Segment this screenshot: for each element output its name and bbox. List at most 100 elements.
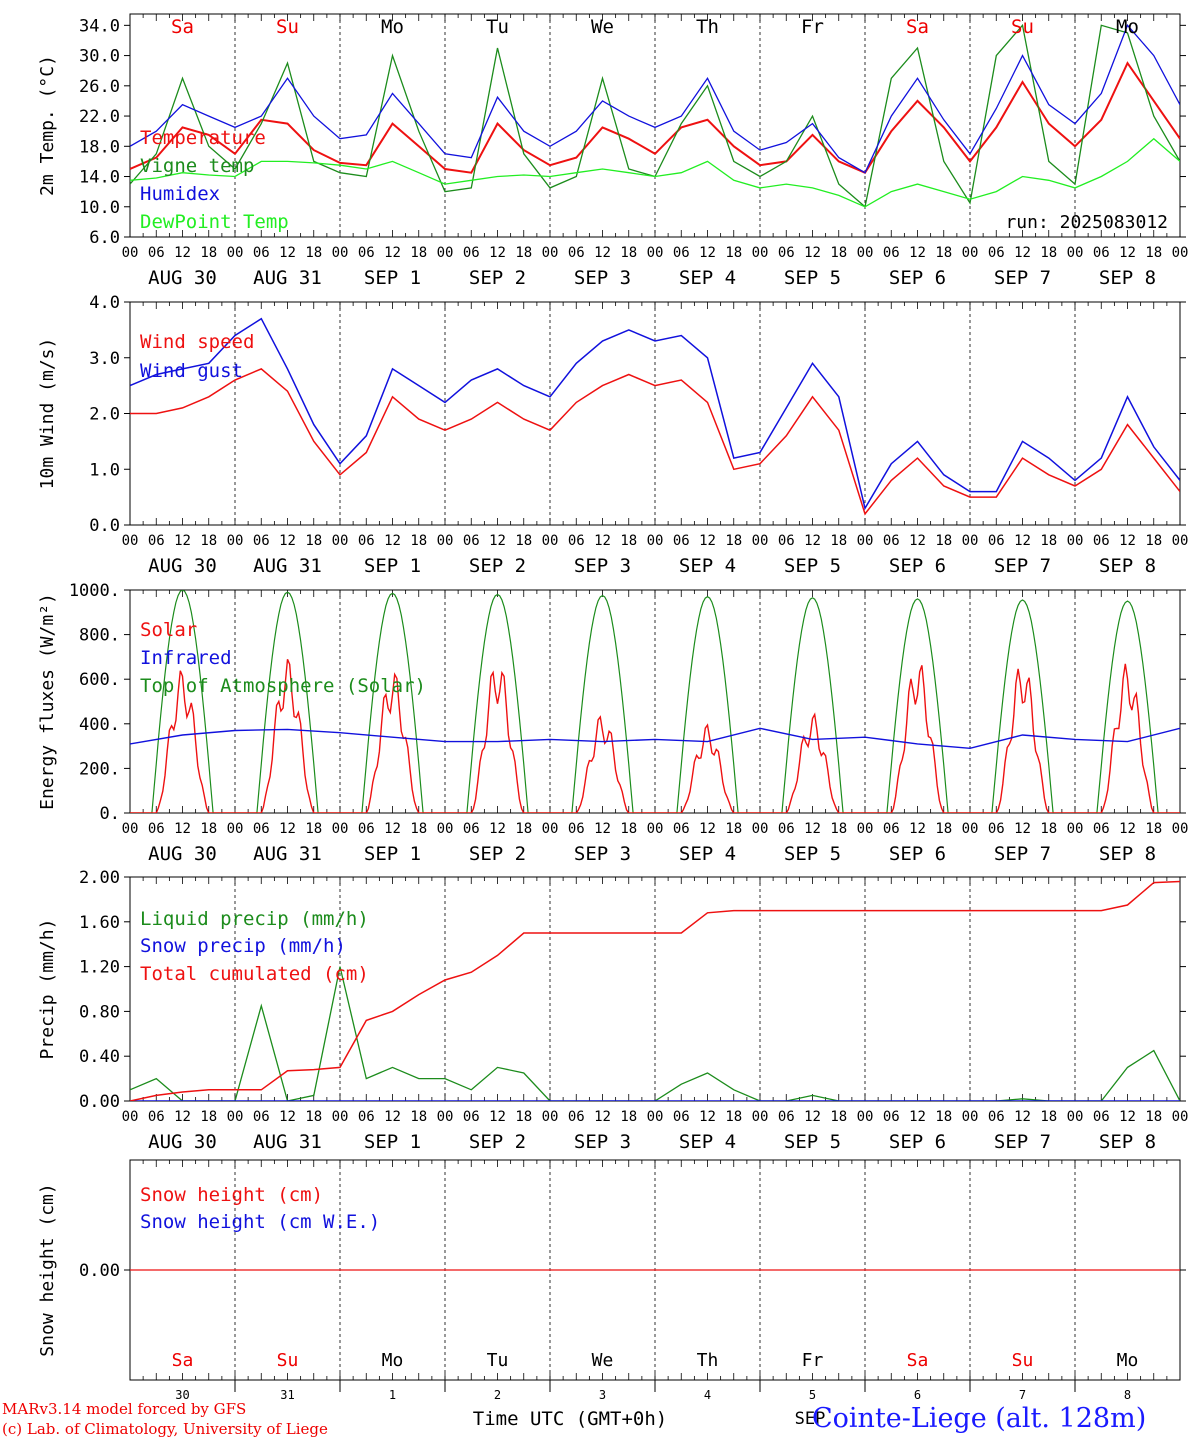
x-hour-label: 12 — [804, 245, 821, 261]
x-hour-label: 06 — [988, 1109, 1005, 1125]
day-of-week-bottom: Tu — [487, 1350, 509, 1371]
legend-entry: Liquid precip (mm/h) — [140, 908, 369, 930]
x-hour-label: 06 — [883, 533, 900, 549]
x-hour-label: 18 — [410, 821, 427, 837]
x-hour-label: 12 — [489, 821, 506, 837]
x-date-label: SEP 4 — [679, 1131, 736, 1153]
legend-entry: Snow precip (mm/h) — [140, 935, 346, 957]
x-hour-label: 18 — [200, 245, 217, 261]
x-hour-label: 00 — [752, 821, 769, 837]
x-hour-label: 12 — [279, 821, 296, 837]
legend-entry: Wind speed — [140, 331, 254, 353]
x-hour-label: 00 — [227, 533, 244, 549]
day-of-week-bottom: Th — [697, 1350, 719, 1371]
x-hour-label: 12 — [909, 821, 926, 837]
x-date-label: AUG 30 — [148, 1131, 217, 1153]
x-date-label: SEP 5 — [784, 843, 841, 865]
x-hour-label: 00 — [752, 1109, 769, 1125]
x-hour-label: 18 — [410, 245, 427, 261]
x-hour-label: 18 — [935, 533, 952, 549]
x-hour-label: 00 — [857, 533, 874, 549]
x-hour-label: 06 — [253, 245, 270, 261]
x-hour-label: 18 — [305, 1109, 322, 1125]
x-hour-label: 12 — [699, 533, 716, 549]
day-of-week-bottom: Fr — [802, 1350, 824, 1371]
day-of-week-top: Tu — [486, 16, 509, 38]
series-total-cumulated-cm- — [130, 880, 1180, 1101]
y-tick-label: 2.0 — [89, 405, 120, 425]
x-hour-label: 00 — [227, 245, 244, 261]
y-tick-label: 0.40 — [79, 1047, 120, 1067]
x-hour-label: 06 — [253, 533, 270, 549]
x-hour-label: 00 — [332, 533, 349, 549]
x-hour-label: 12 — [384, 245, 401, 261]
x-date-label: SEP 7 — [994, 267, 1051, 289]
legend-entry: Snow height (cm) — [140, 1184, 323, 1206]
x-hour-label: 06 — [463, 533, 480, 549]
day-number: 5 — [809, 1388, 816, 1402]
panel-frame — [129, 301, 1181, 526]
x-hour-label: 12 — [594, 533, 611, 549]
x-hour-label: 12 — [174, 821, 191, 837]
day-of-week-bottom: We — [592, 1350, 614, 1371]
x-hour-label: 00 — [1172, 245, 1189, 261]
x-hour-label: 00 — [542, 1109, 559, 1125]
x-hour-label: 00 — [1172, 821, 1189, 837]
day-number: 3 — [599, 1388, 606, 1402]
footer-lab-credit: (c) Lab. of Climatology, University of L… — [2, 1420, 328, 1438]
legend-entry: Vigne temp — [140, 155, 254, 177]
series-dewpoint-temp — [130, 137, 1180, 208]
day-of-week-top: Sa — [171, 16, 194, 38]
series-infrared — [130, 727, 1180, 750]
y-tick-label: 26.0 — [79, 77, 120, 97]
day-of-week-top: Th — [696, 16, 719, 38]
x-hour-label: 06 — [673, 245, 690, 261]
x-hour-label: 18 — [1145, 821, 1162, 837]
x-hour-label: 12 — [384, 1109, 401, 1125]
x-date-label: AUG 30 — [148, 555, 217, 577]
x-hour-label: 06 — [358, 1109, 375, 1125]
y-tick-label: 1.0 — [89, 460, 120, 480]
x-hour-label: 00 — [437, 821, 454, 837]
day-number: 8 — [1124, 1388, 1131, 1402]
x-hour-label: 00 — [332, 1109, 349, 1125]
series-solar — [130, 659, 1180, 813]
x-date-label: SEP 3 — [574, 843, 631, 865]
y-tick-label: 30.0 — [79, 47, 120, 67]
y-tick-label: 4.0 — [89, 293, 120, 313]
x-hour-label: 18 — [935, 1109, 952, 1125]
x-date-label: SEP 2 — [469, 555, 526, 577]
x-hour-label: 06 — [1093, 245, 1110, 261]
x-hour-label: 00 — [1067, 1109, 1084, 1125]
x-date-label: SEP 2 — [469, 1131, 526, 1153]
x-hour-label: 06 — [148, 821, 165, 837]
x-hour-label: 00 — [332, 821, 349, 837]
x-hour-label: 18 — [515, 1109, 532, 1125]
day-number: 30 — [175, 1388, 189, 1402]
x-hour-label: 00 — [962, 533, 979, 549]
x-hour-label: 18 — [830, 1109, 847, 1125]
x-hour-label: 00 — [962, 1109, 979, 1125]
x-date-label: SEP 7 — [994, 555, 1051, 577]
panel-wind: 0.0 1.0 2.0 3.0 4.0 10m Wind (m/s) 00 06 12 18 AUG… — [37, 293, 1188, 577]
legend-entry: Snow height (cm W.E.) — [140, 1211, 380, 1233]
x-hour-label: 06 — [1093, 533, 1110, 549]
x-hour-label: 18 — [1040, 245, 1057, 261]
x-hour-label: 00 — [1067, 245, 1084, 261]
day-number: 7 — [1019, 1388, 1026, 1402]
day-of-week-top: Mo — [1116, 16, 1139, 38]
x-hour-label: 00 — [437, 1109, 454, 1125]
y-tick-label: 1000. — [69, 581, 120, 601]
x-hour-label: 18 — [515, 245, 532, 261]
y-axis-label: Energy fluxes (W/m²) — [37, 593, 58, 810]
x-date-label: SEP 6 — [889, 843, 946, 865]
day-number: 31 — [280, 1388, 294, 1402]
x-hour-label: 00 — [122, 245, 139, 261]
panel-frame — [129, 13, 1181, 238]
x-hour-label: 00 — [647, 533, 664, 549]
x-hour-label: 00 — [962, 821, 979, 837]
footer-model-credit: MARv3.14 model forced by GFS — [2, 1400, 247, 1418]
x-hour-label: 00 — [962, 245, 979, 261]
x-hour-label: 18 — [620, 821, 637, 837]
